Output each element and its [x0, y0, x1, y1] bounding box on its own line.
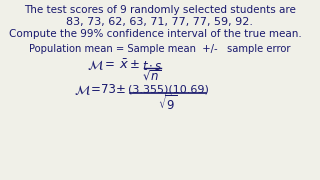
Text: (3.355)(10.69): (3.355)(10.69) [128, 84, 208, 94]
Text: $\sqrt{9}$: $\sqrt{9}$ [158, 94, 178, 113]
Text: $\sqrt{n}$: $\sqrt{n}$ [142, 69, 162, 83]
Text: $\mathcal{M}$: $\mathcal{M}$ [86, 58, 103, 72]
Text: $\pm$: $\pm$ [115, 83, 125, 96]
Text: $\pm$: $\pm$ [129, 58, 139, 71]
Text: $t \cdot s$: $t \cdot s$ [142, 60, 162, 73]
Text: =: = [91, 83, 101, 96]
Text: 83, 73, 62, 63, 71, 77, 77, 59, 92.: 83, 73, 62, 63, 71, 77, 77, 59, 92. [67, 17, 253, 27]
Text: $\mathcal{M}$: $\mathcal{M}$ [74, 83, 91, 97]
Text: The test scores of 9 randomly selected students are: The test scores of 9 randomly selected s… [24, 5, 296, 15]
Text: Population mean = Sample mean  +/-   sample error: Population mean = Sample mean +/- sample… [29, 44, 291, 54]
Text: $\bar{x}$: $\bar{x}$ [119, 58, 129, 72]
Text: Compute the 99% confidence interval of the true mean.: Compute the 99% confidence interval of t… [9, 29, 301, 39]
Text: =: = [105, 58, 115, 71]
Text: 73: 73 [100, 83, 116, 96]
